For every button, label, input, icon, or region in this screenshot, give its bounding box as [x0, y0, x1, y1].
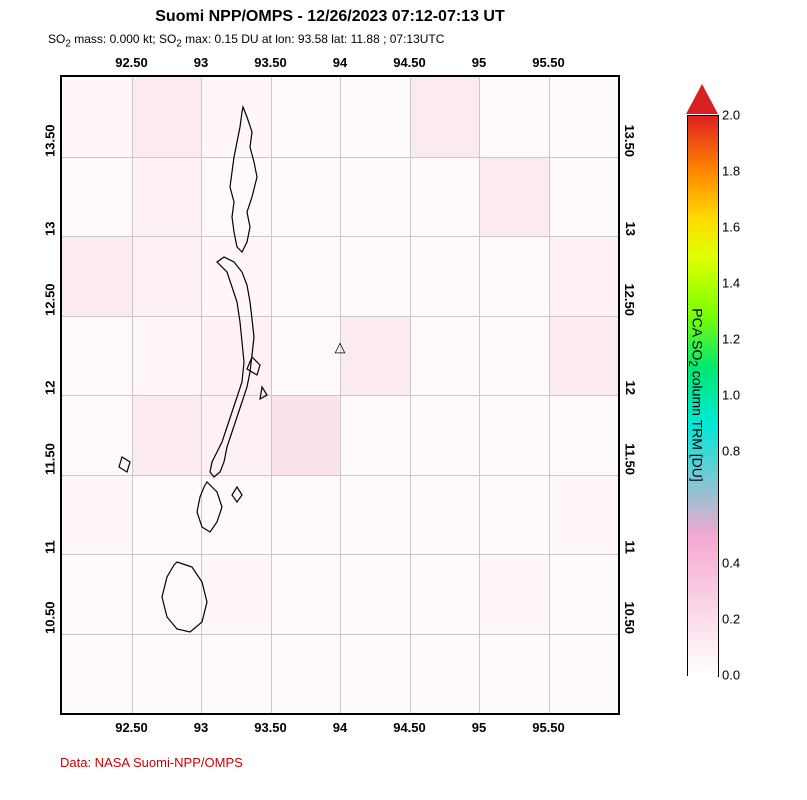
cb-label-text: PCA SO — [689, 308, 705, 360]
x-tick-label: 92.50 — [115, 720, 148, 735]
chart-subtitle: SO2 mass: 0.000 kt; SO2 max: 0.15 DU at … — [48, 32, 444, 49]
x-tick-label: 94.50 — [393, 720, 426, 735]
colorbar-overflow-bottom-icon — [686, 676, 718, 706]
map-plot: 92.5092.50939393.5093.50949494.5094.5095… — [60, 75, 620, 715]
subtitle-text: SO — [48, 32, 65, 46]
y-tick-label: 12 — [43, 381, 58, 395]
colorbar: 0.0 0.2 0.4 0.8 1.0 1.2 1.4 1.6 1.8 2.0 PCA SO2 c… — [687, 85, 747, 705]
x-tick-label: 93.50 — [254, 55, 287, 70]
y-tick-label: 11.50 — [43, 443, 58, 475]
y-tick-label: 11.50 — [623, 443, 638, 475]
y-tick-label: 13 — [623, 222, 638, 236]
x-tick-label: 93 — [194, 55, 208, 70]
y-tick-label: 13.50 — [43, 124, 58, 157]
colorbar-tick-label: 0.2 — [722, 612, 740, 627]
y-tick-label: 10.50 — [43, 601, 58, 634]
y-tick-label: 12.50 — [43, 283, 58, 316]
y-tick-label: 11 — [43, 540, 58, 554]
colorbar-tick-label: 0.8 — [722, 444, 740, 459]
y-tick-label: 13 — [43, 222, 58, 236]
colorbar-tick-label: 1.0 — [722, 388, 740, 403]
data-credit: Data: NASA Suomi-NPP/OMPS — [60, 755, 243, 770]
colorbar-tick-label: 1.8 — [722, 164, 740, 179]
colorbar-tick-label: 2.0 — [722, 108, 740, 123]
x-tick-label: 92.50 — [115, 55, 148, 70]
subtitle-text: mass: 0.000 kt; SO — [71, 32, 176, 46]
colorbar-tick-label: 0.4 — [722, 556, 740, 571]
colorbar-tick-label: 1.6 — [722, 220, 740, 235]
colorbar-tick-label: 1.4 — [722, 276, 740, 291]
x-tick-label: 93 — [194, 720, 208, 735]
y-tick-label: 13.50 — [623, 124, 638, 157]
x-tick-label: 94.50 — [393, 55, 426, 70]
chart-title: Suomi NPP/OMPS - 12/26/2023 07:12-07:13 … — [0, 8, 660, 26]
x-tick-label: 95 — [472, 720, 486, 735]
colorbar-overflow-top-icon — [686, 84, 718, 114]
cb-label-text: column TRM [DU] — [689, 367, 705, 482]
volcano-marker-icon: △ — [335, 339, 346, 356]
x-tick-label: 95 — [472, 55, 486, 70]
colorbar-tick-label: 1.2 — [722, 332, 740, 347]
y-tick-label: 12 — [623, 381, 638, 395]
x-tick-label: 95.50 — [532, 720, 565, 735]
y-tick-label: 11 — [623, 540, 638, 554]
subtitle-text: max: 0.15 DU at lon: 93.58 lat: 11.88 ; … — [182, 32, 445, 46]
colorbar-label: PCA SO2 column TRM [DU] — [685, 308, 705, 482]
x-tick-label: 95.50 — [532, 55, 565, 70]
y-tick-label: 10.50 — [623, 601, 638, 634]
x-tick-label: 94 — [333, 55, 347, 70]
ticks-layer: 92.5092.50939393.5093.50949494.5094.5095… — [62, 77, 618, 713]
x-tick-label: 93.50 — [254, 720, 287, 735]
x-tick-label: 94 — [333, 720, 347, 735]
colorbar-tick-label: 0.0 — [722, 668, 740, 683]
y-tick-label: 12.50 — [623, 283, 638, 316]
